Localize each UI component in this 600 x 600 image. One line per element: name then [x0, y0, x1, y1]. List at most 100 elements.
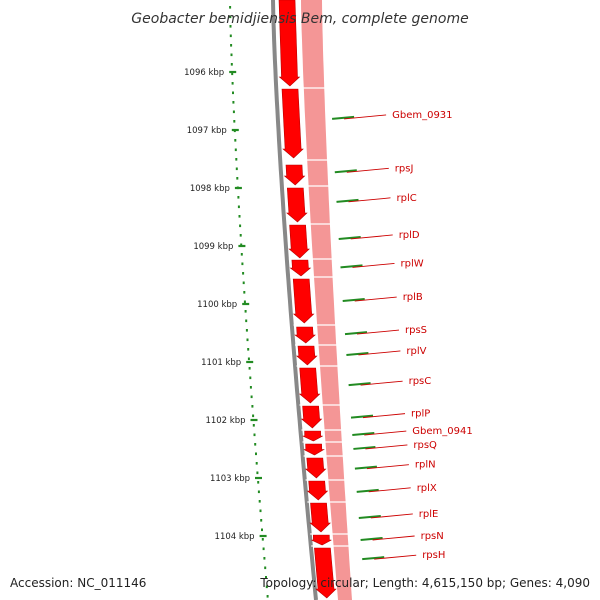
ruler-dot: [240, 243, 243, 247]
gene-leader-line: [372, 535, 415, 541]
strand-band: [301, 0, 352, 600]
ruler-dot: [257, 481, 260, 484]
ruler-dot: [248, 367, 251, 370]
gene-tick: [362, 556, 385, 561]
cds-arrow: [311, 534, 332, 546]
ruler-dot: [249, 386, 252, 389]
ruler-dot: [232, 101, 235, 104]
ruler-dot: [261, 538, 264, 541]
ruler-dot: [242, 281, 245, 285]
gene-tick: [350, 414, 374, 419]
ruler-label: 1098 kbp: [190, 184, 230, 194]
cds-arrow: [286, 187, 308, 223]
ruler-dot: [258, 500, 261, 503]
gene-label: rplX: [417, 483, 437, 494]
cds-arrow: [281, 88, 304, 159]
ruler-dot: [252, 424, 255, 427]
ruler-dot: [265, 585, 268, 589]
ruler-dot: [252, 414, 255, 418]
ruler-dot: [256, 471, 259, 475]
gene-leader-line: [374, 554, 417, 560]
gene-leader-line: [344, 114, 387, 120]
ruler-dot: [257, 490, 260, 494]
gene-labels: Gbem_0931 rpsJ rplC rplD rplW rplB rpsS rplV rps…: [332, 110, 473, 561]
gene-label: rplB: [403, 292, 423, 303]
ruler-dot: [255, 462, 258, 465]
ruler-dot: [239, 224, 242, 228]
gene-tick: [360, 537, 383, 541]
ruler-dot: [249, 376, 252, 380]
gene-label: rplV: [406, 346, 426, 357]
position-ruler: 1096 kbp 1097 kbp 1098 kbp 1099 kbp 1100 kbp…: [184, 6, 269, 598]
gene-tick: [344, 331, 368, 336]
ruler-dot: [232, 91, 234, 95]
ruler-dot: [247, 348, 250, 351]
cds-arrow: [306, 480, 329, 501]
cds-arrow: [300, 405, 323, 429]
ruler-label: 1101 kbp: [201, 358, 241, 368]
ruler-dot: [234, 139, 237, 142]
ruler-dot: [229, 25, 232, 28]
gene-leader-line: [350, 234, 393, 240]
gene-label: Gbem_0931: [392, 110, 452, 121]
gene-leader-line: [365, 444, 408, 450]
gene-leader-line: [370, 513, 413, 519]
gene-label: rplP: [411, 409, 430, 420]
backbone-line: [271, 0, 318, 600]
gene-tick: [356, 488, 379, 493]
ruler-dot: [231, 82, 234, 85]
ruler-dot: [246, 338, 249, 342]
ruler-dot: [235, 158, 238, 161]
cds-arrow: [298, 367, 321, 404]
cds-arrow: [288, 224, 310, 259]
gene-tick: [354, 465, 377, 470]
ruler-dot: [231, 72, 234, 76]
gene-leader-line: [358, 350, 401, 356]
ruler-dot: [230, 44, 233, 47]
ruler-dot: [245, 329, 248, 332]
gene-leader-line: [348, 197, 391, 203]
ruler-dot: [259, 509, 262, 513]
gene-tick: [353, 445, 376, 450]
gene-label: rpsN: [421, 531, 444, 542]
cds-arrow: [309, 502, 331, 533]
cds-arrow: [278, 0, 301, 87]
ruler-dot: [229, 15, 232, 19]
ruler-dot: [264, 566, 267, 570]
ruler-dot: [243, 300, 246, 304]
gene-leader-line: [360, 380, 403, 386]
cds-arrow: [292, 278, 315, 324]
gene-leader-line: [346, 167, 389, 173]
cds-arrow: [302, 430, 323, 442]
ruler-dot: [233, 120, 236, 123]
gene-leader-line: [368, 487, 411, 493]
ruler-dot: [266, 595, 269, 598]
cds-arrow: [283, 164, 306, 186]
ruler-label: 1103 kbp: [210, 474, 250, 484]
ruler-dot: [260, 519, 263, 522]
genome-backbone: [271, 0, 352, 600]
gene-tick: [352, 432, 375, 437]
ruler-dot: [261, 528, 263, 532]
ruler-dot: [241, 262, 244, 266]
gene-label: rplE: [419, 509, 439, 520]
gene-label: rplW: [401, 258, 424, 269]
cds-arrow: [294, 326, 316, 344]
cds-arrow: [295, 345, 318, 366]
ruler-dot: [235, 167, 238, 171]
gene-leader-line: [362, 413, 406, 419]
ruler-dot: [262, 547, 265, 551]
gene-tick: [336, 198, 359, 203]
ruler-dot: [236, 177, 239, 180]
gene-leader-line: [366, 464, 409, 470]
ruler-dot: [230, 63, 233, 66]
ruler-dot: [240, 253, 243, 256]
gene-tick: [338, 235, 361, 240]
gene-label: rpsJ: [395, 163, 414, 174]
gene-label: rpsC: [409, 376, 432, 387]
ruler-dot: [230, 53, 233, 57]
ruler-dot: [232, 110, 235, 114]
ruler-dot: [229, 6, 232, 9]
gene-label: rplC: [397, 193, 417, 204]
cds-arrow: [304, 457, 327, 479]
